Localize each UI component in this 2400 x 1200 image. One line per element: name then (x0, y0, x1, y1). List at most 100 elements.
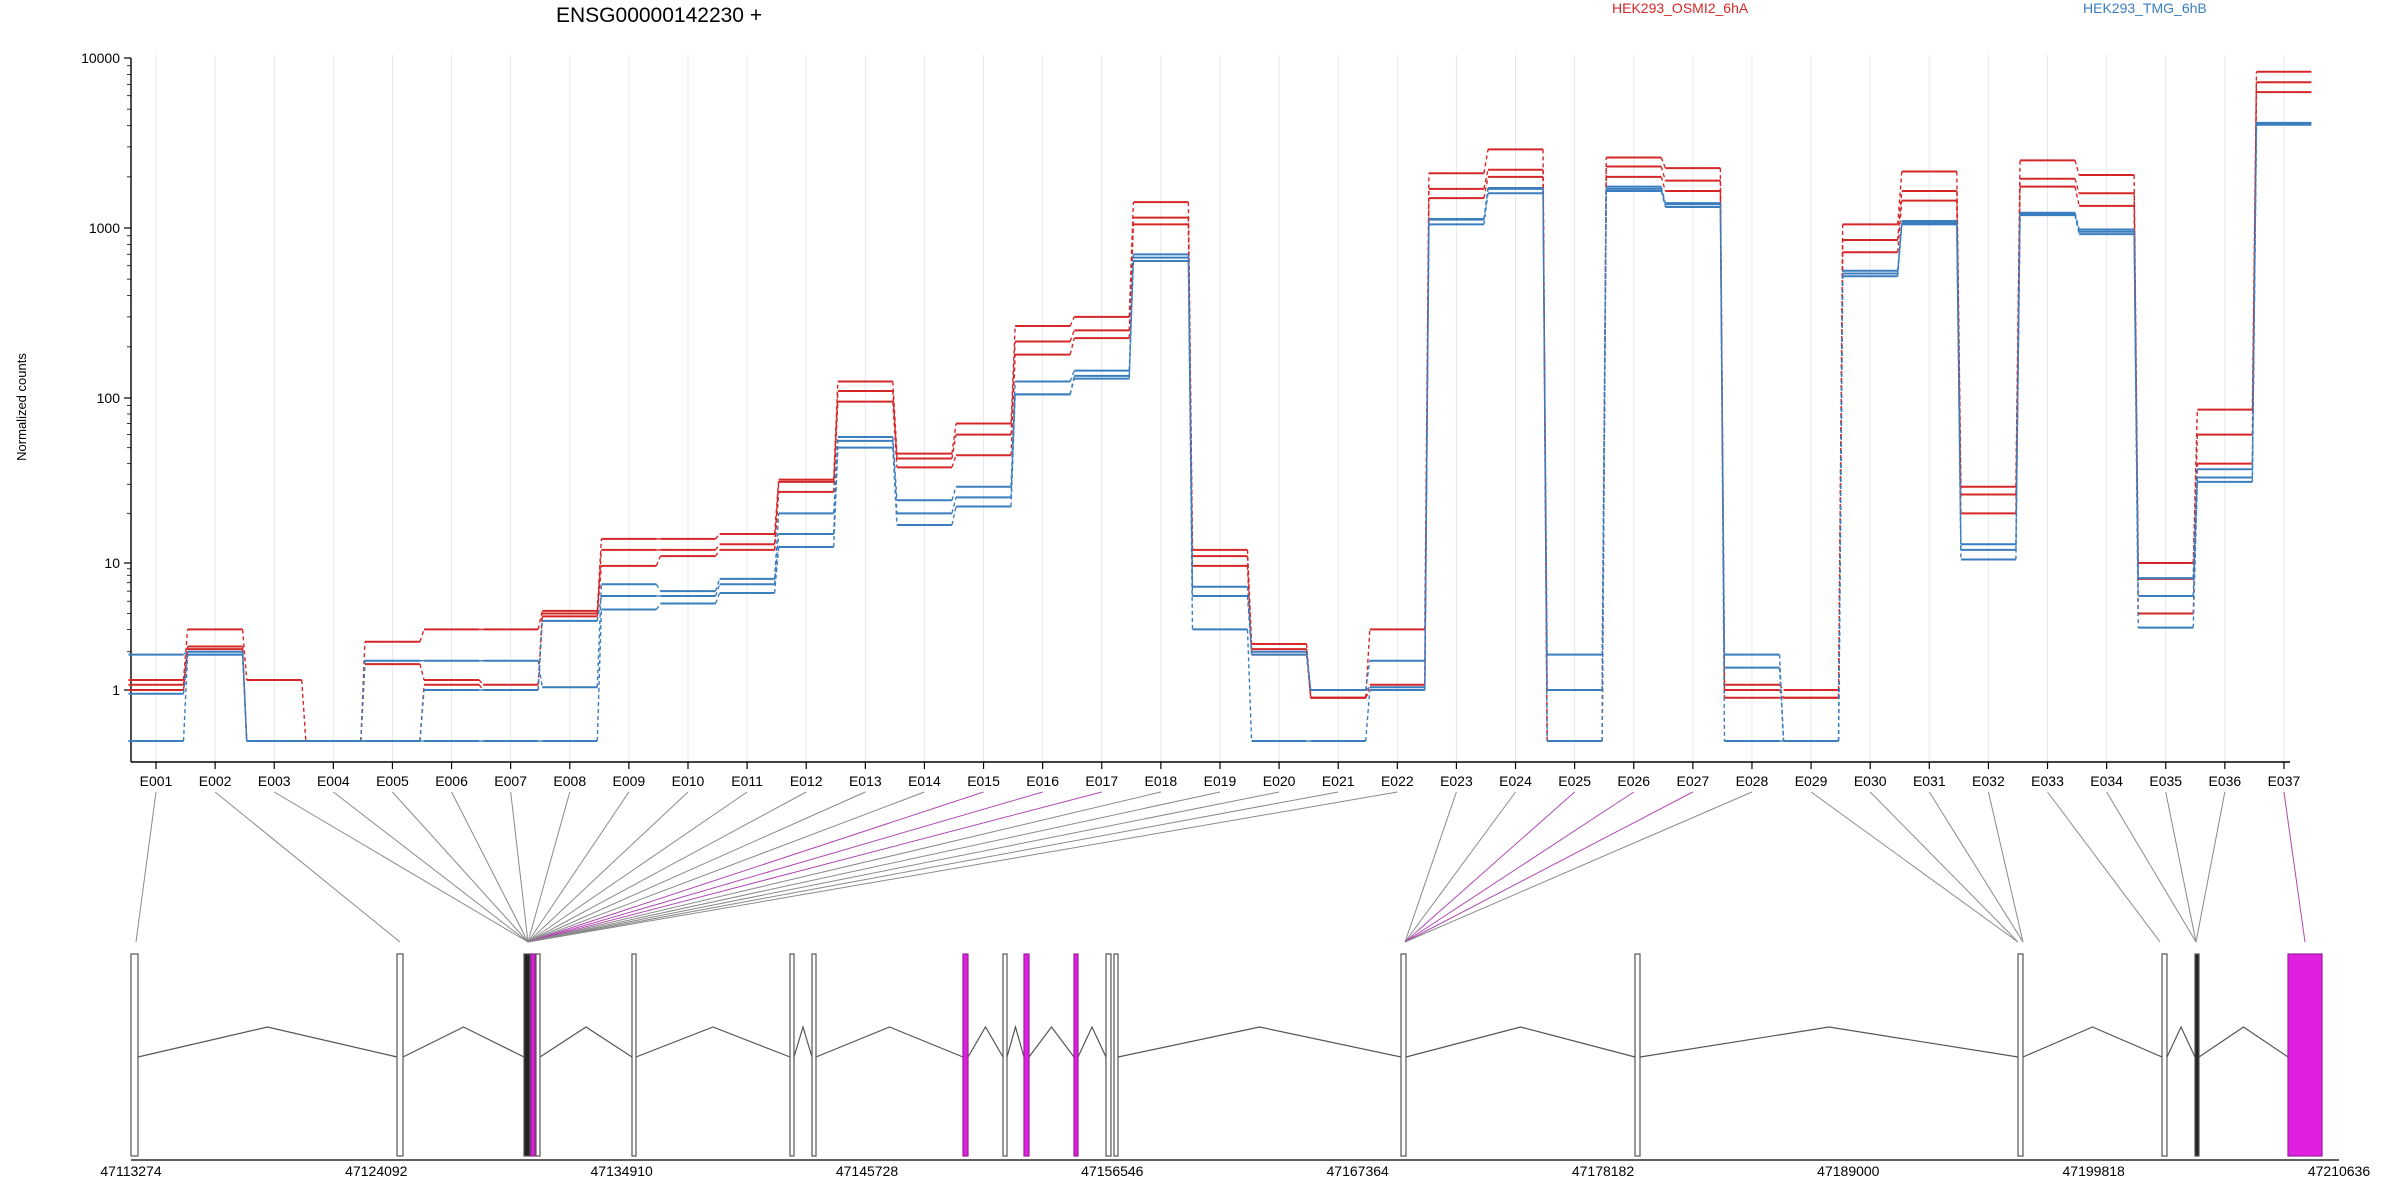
exon-block (1634, 953, 1641, 1157)
data-connector (301, 679, 307, 742)
data-connector (419, 629, 425, 642)
x-tick-label: E022 (1381, 773, 1414, 789)
data-connector (1365, 686, 1371, 691)
intron-line (1117, 1026, 1402, 1058)
data-connector (182, 654, 189, 742)
y-tick-label: 1000 (89, 220, 120, 236)
data-connector (1896, 200, 1903, 253)
x-tick-label: E035 (2149, 773, 2182, 789)
exon-connector (1987, 791, 2024, 943)
intron-line (137, 1026, 398, 1058)
exon-connector (527, 791, 866, 943)
grid-layer (155, 55, 2285, 762)
data-connector (1719, 204, 1726, 668)
data-connector (773, 533, 780, 585)
exon-connector (527, 791, 748, 943)
x-tick-label: E025 (1558, 773, 1591, 789)
exon-connector (1810, 791, 2019, 943)
exon-connector (1404, 791, 1635, 943)
axes-layer: 1 10 100 1000 10000 E001 E002 E003 E004 E005 E006 E… (81, 50, 2300, 789)
x-tick-label: E034 (2090, 773, 2123, 789)
x-tick-label: E017 (1085, 773, 1118, 789)
data-connector (2074, 160, 2080, 176)
data-connector (714, 543, 721, 551)
data-connector (1896, 220, 1903, 271)
data-connector (182, 629, 189, 681)
data-connector (2133, 234, 2139, 628)
exon-block (530, 953, 536, 1157)
data-connector (1660, 176, 1667, 192)
exon-block (2194, 953, 2200, 1157)
exon-connector (527, 791, 1398, 943)
data-connector (1719, 206, 1726, 742)
data-connector (183, 651, 189, 656)
data-connector (419, 689, 425, 742)
exon-block (2161, 953, 2168, 1157)
data-connector (241, 629, 248, 681)
exon-connector (392, 791, 529, 943)
exon-connector (527, 791, 807, 943)
data-connector (773, 479, 780, 534)
exon-connector (2106, 791, 2197, 943)
x-tick-label: E028 (1736, 773, 1769, 789)
data-connector (478, 684, 484, 691)
x-tick-label: E032 (1972, 773, 2005, 789)
genome-tick-label: 47210636 (2308, 1163, 2371, 1179)
intron-line (539, 1026, 633, 1058)
data-connector (1483, 169, 1489, 189)
x-tick-label: E010 (672, 773, 705, 789)
exon-connector (1869, 791, 2019, 943)
exon-connector (510, 791, 529, 943)
x-tick-label: E008 (553, 773, 586, 789)
genome-tick-label: 47167364 (1327, 1163, 1390, 1179)
x-tick-label: E006 (435, 773, 468, 789)
data-connector (241, 651, 248, 742)
data-connector (833, 401, 839, 492)
data-connector (1424, 224, 1430, 691)
x-tick-label: E013 (849, 773, 882, 789)
x-tick-label: E024 (1499, 773, 1532, 789)
data-connector (714, 592, 721, 604)
data-connector (1010, 326, 1016, 424)
intron-line (2198, 1026, 2289, 1058)
exon-block (1105, 953, 1112, 1157)
exon-connector (214, 791, 401, 943)
x-tick-label: E027 (1677, 773, 1710, 789)
y-tick-label: 1 (112, 682, 120, 698)
x-tick-label: E014 (908, 773, 941, 789)
data-connector (1128, 260, 1135, 379)
data-connector (714, 549, 721, 557)
intron-line (1405, 1026, 1636, 1058)
exon-connector (527, 791, 1280, 943)
data-connector (951, 454, 957, 468)
data-connector (1542, 193, 1548, 742)
y-tick-label: 10000 (81, 50, 120, 66)
data-connector (892, 401, 898, 468)
data-connector (1246, 595, 1253, 655)
data-connector (1483, 176, 1489, 199)
intron-line (2022, 1026, 2163, 1058)
data-connector (1365, 629, 1371, 698)
data-connector (1660, 157, 1667, 169)
data-connector (951, 486, 957, 501)
genome-tick-label: 47145728 (836, 1163, 899, 1179)
intron-line (2166, 1025, 2196, 1058)
data-connector (1837, 276, 1844, 742)
data-connector (2251, 124, 2258, 482)
genome-tick-label: 47199818 (2063, 1163, 2126, 1179)
x-tick-label: E033 (2031, 773, 2064, 789)
exon-connector (2283, 791, 2306, 943)
exon-block (1023, 953, 1030, 1157)
data-connector (892, 381, 898, 454)
exon-connector (2047, 791, 2161, 943)
data-connector (1187, 257, 1194, 596)
chart-title: ENSG00000142230 + (556, 4, 762, 27)
data-connector (537, 620, 543, 691)
y-axis-label: Normalized counts (14, 353, 29, 461)
data-connector (1365, 689, 1371, 742)
data-connector (655, 583, 662, 592)
x-tick-label: E019 (1204, 773, 1237, 789)
intron-line (1077, 1025, 1107, 1058)
x-tick-label: E021 (1322, 773, 1355, 789)
data-connector (1128, 224, 1135, 339)
